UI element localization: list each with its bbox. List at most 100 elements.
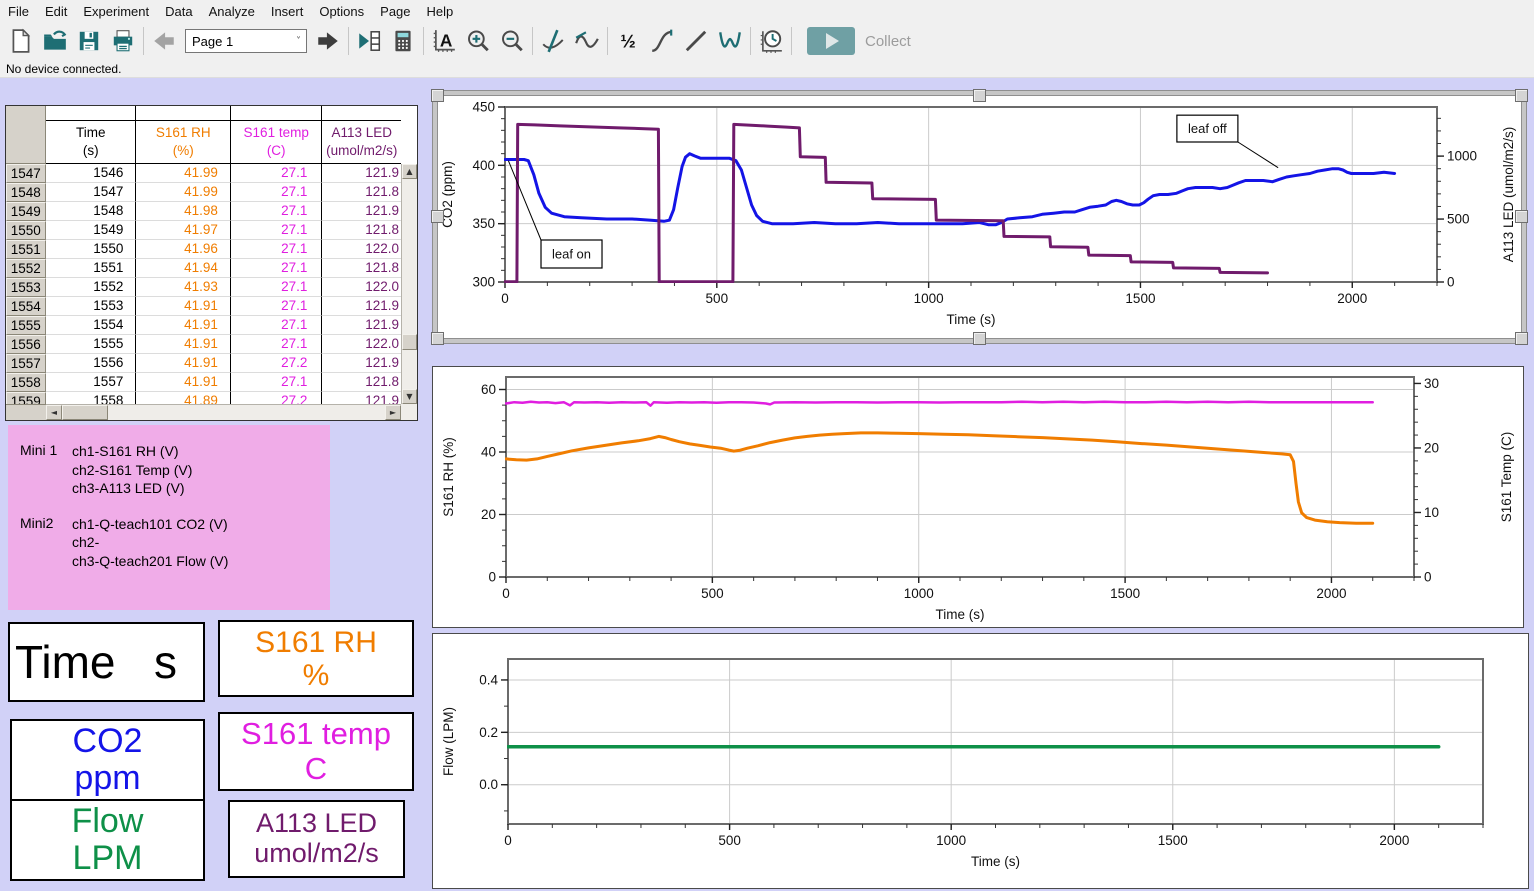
channel-info-box[interactable]: Mini 1ch1-S161 RH (V)ch2-S161 Temp (V)ch… — [8, 425, 330, 610]
menu-item-page[interactable]: Page — [372, 1, 418, 22]
table-cell: 41.99 — [135, 183, 230, 202]
x-axis-title: Time (s) — [971, 854, 1020, 869]
menu-item-edit[interactable]: Edit — [37, 1, 75, 22]
row-number-cell[interactable]: 1558 — [6, 373, 46, 392]
collect-button[interactable] — [807, 27, 855, 55]
info-group-2: Mini2ch1-Q-teach101 CO2 (V)ch2-ch3-Q-tea… — [20, 515, 330, 571]
menu-item-experiment[interactable]: Experiment — [75, 1, 157, 22]
zoom-out-icon[interactable] — [495, 25, 529, 57]
table-cell: 1549 — [46, 221, 136, 240]
table-cell: 121.9 — [321, 316, 401, 335]
label-box-co2[interactable]: CO2ppm — [10, 719, 205, 801]
label-box-led[interactable]: A113 LEDumol/m2/s — [228, 800, 405, 878]
table-cell: 27.1 — [230, 297, 322, 316]
scroll-right-arrow[interactable]: ► — [385, 405, 401, 420]
table-cell: 41.91 — [135, 373, 230, 392]
calculator-icon[interactable] — [386, 25, 420, 57]
page-selector[interactable]: Page 1˅ — [185, 29, 307, 53]
annotation-leaf-off[interactable]: leaf off — [1177, 115, 1238, 142]
selection-handle[interactable] — [1515, 89, 1528, 102]
scroll-left-arrow[interactable]: ◄ — [46, 405, 62, 420]
save-file-icon[interactable] — [72, 25, 106, 57]
vertical-scrollbar[interactable]: ▲▼ — [401, 164, 417, 404]
row-number-cell[interactable]: 1547 — [6, 164, 46, 183]
series-a113-led — [505, 124, 1268, 281]
row-number-cell[interactable]: 1551 — [6, 240, 46, 259]
row-number-cell[interactable]: 1550 — [6, 221, 46, 240]
tangent-icon[interactable] — [570, 25, 604, 57]
y2-tick-label: 20 — [1424, 440, 1439, 455]
data-table[interactable]: Time(s)S161 RH(%)S161 temp(C)A113 LED(um… — [5, 105, 418, 421]
prev-page-icon[interactable] — [147, 25, 181, 57]
linear-fit-icon[interactable] — [679, 25, 713, 57]
x-tick-label: 500 — [706, 291, 729, 306]
new-file-icon[interactable] — [4, 25, 38, 57]
horizontal-scrollbar[interactable]: ◄► — [46, 404, 401, 420]
menu-item-options[interactable]: Options — [311, 1, 372, 22]
selection-handle[interactable] — [431, 210, 444, 223]
row-number-cell[interactable]: 1548 — [6, 183, 46, 202]
info-group-label: Mini2 — [20, 515, 72, 571]
model-icon[interactable] — [713, 25, 747, 57]
rh-temp-graph[interactable]: 050010001500200002040600102030Time (s)S1… — [432, 366, 1524, 628]
zoom-in-icon[interactable] — [461, 25, 495, 57]
dataset-cell — [46, 106, 135, 120]
info-line: ch3-A113 LED (V) — [72, 479, 192, 498]
menu-item-data[interactable]: Data — [157, 1, 200, 22]
statistics-icon[interactable]: ½ — [611, 25, 645, 57]
selection-handle[interactable] — [973, 89, 986, 102]
vertical-scroll-thumb[interactable] — [402, 334, 417, 350]
row-number-cell[interactable]: 1552 — [6, 259, 46, 278]
row-number-cell[interactable]: 1553 — [6, 278, 46, 297]
table-rows: 1547154641.9927.1121.91548154741.9927.11… — [6, 164, 401, 404]
selection-handle[interactable] — [431, 89, 444, 102]
row-number-cell[interactable]: 1557 — [6, 354, 46, 373]
scroll-down-arrow[interactable]: ▼ — [402, 389, 417, 404]
flow-graph[interactable]: 05001000150020000.00.20.4Time (s)Flow (L… — [432, 633, 1529, 889]
table-cell: 121.8 — [321, 259, 401, 278]
table-cell: 27.1 — [230, 240, 322, 259]
menu-item-insert[interactable]: Insert — [263, 1, 312, 22]
curve-fit-icon[interactable] — [645, 25, 679, 57]
x-axis-title: Time (s) — [936, 607, 985, 622]
table-cell: 27.1 — [230, 259, 322, 278]
label-box-temp[interactable]: S161 tempC — [218, 712, 414, 791]
selection-handle[interactable] — [1515, 332, 1528, 345]
y2-axis-title: A113 LED (umol/m2/s) — [1501, 127, 1516, 263]
toolbar-separator — [348, 27, 349, 55]
table-cell: 41.91 — [135, 354, 230, 373]
co2-led-graph[interactable]: 050010001500200030035040045005001000Time… — [432, 90, 1527, 344]
annotation-leaf-on[interactable]: leaf on — [541, 240, 602, 268]
horizontal-scroll-thumb[interactable] — [62, 405, 108, 420]
label-box-rh[interactable]: S161 RH% — [218, 620, 414, 697]
print-icon[interactable] — [106, 25, 140, 57]
row-number-cell[interactable]: 1555 — [6, 316, 46, 335]
selection-handle[interactable] — [1515, 210, 1528, 223]
info-line: ch2-S161 Temp (V) — [72, 461, 192, 480]
row-number-cell[interactable]: 1559 — [6, 392, 46, 404]
menu-item-analyze[interactable]: Analyze — [201, 1, 263, 22]
open-file-icon[interactable] — [38, 25, 72, 57]
menu-item-file[interactable]: File — [0, 1, 37, 22]
label-box-time[interactable]: Times — [8, 622, 205, 702]
series-s161-temp — [506, 402, 1373, 406]
label-box-line2: C — [305, 752, 327, 786]
selection-handle[interactable] — [431, 332, 444, 345]
menu-item-help[interactable]: Help — [419, 1, 462, 22]
scroll-up-arrow[interactable]: ▲ — [402, 164, 417, 179]
autoscale-icon[interactable]: A — [427, 25, 461, 57]
data-collection-icon[interactable] — [754, 25, 788, 57]
y2-tick-label: 0 — [1447, 275, 1455, 290]
table-row: 1550154941.9727.1121.8 — [6, 221, 401, 240]
table-cell: 41.91 — [135, 297, 230, 316]
row-number-cell[interactable]: 1556 — [6, 335, 46, 354]
next-page-icon[interactable] — [311, 25, 345, 57]
row-number-cell[interactable]: 1549 — [6, 202, 46, 221]
data-table-icon[interactable] — [352, 25, 386, 57]
row-number-cell[interactable]: 1554 — [6, 297, 46, 316]
table-cell: 1552 — [46, 278, 136, 297]
selection-handle[interactable] — [973, 332, 986, 345]
label-box-flow[interactable]: FlowLPM — [10, 799, 205, 881]
table-row: 1556155541.9127.1122.0 — [6, 335, 401, 354]
examine-icon[interactable] — [536, 25, 570, 57]
